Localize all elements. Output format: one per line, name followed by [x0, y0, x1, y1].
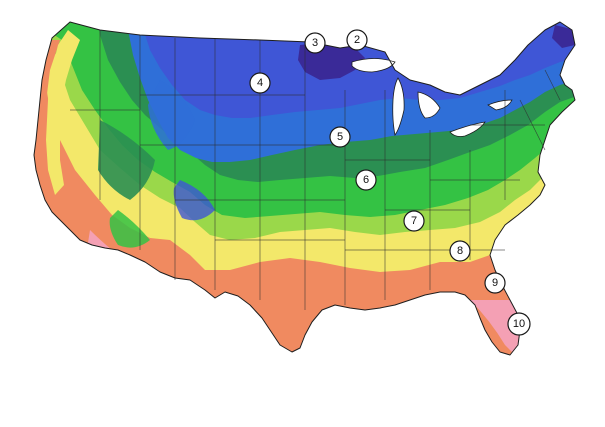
- zone-badge-2-label: 2: [354, 34, 360, 46]
- lake-erie: [449, 121, 486, 137]
- mountain-zone-4-a: [148, 80, 195, 150]
- west-coast-zone-9: [34, 40, 80, 260]
- zone-badge-10-label: 10: [513, 318, 525, 330]
- zone-badge-2: 2: [346, 29, 368, 51]
- zone-badges: 3 2 4 5 6 7 8 9: [249, 29, 531, 336]
- great-lakes: [351, 58, 513, 137]
- zone-badge-6-label: 6: [363, 174, 369, 186]
- zone-2-maine: [552, 25, 575, 48]
- zone-badge-8: 8: [449, 240, 471, 262]
- zone-badge-5: 5: [329, 126, 351, 148]
- state-boundaries: [70, 30, 561, 310]
- zone-badge-3: 3: [304, 32, 326, 54]
- west-coast-zone-8: [46, 30, 80, 195]
- zone-badge-3-label: 3: [312, 37, 318, 49]
- zone-badge-5-label: 5: [337, 131, 343, 143]
- zone-badge-4: 4: [249, 72, 271, 94]
- lake-huron: [417, 91, 441, 119]
- zone-badge-9-label: 9: [492, 277, 498, 289]
- zone-badge-4-label: 4: [257, 77, 263, 89]
- zone-badge-8-label: 8: [457, 245, 463, 257]
- mountain-zone-5-a: [98, 120, 155, 200]
- zone-badge-9: 9: [484, 272, 506, 294]
- lake-superior: [351, 58, 396, 73]
- zone-badge-7-label: 7: [411, 215, 417, 227]
- zone-badge-7: 7: [403, 210, 425, 232]
- lake-ontario: [487, 99, 513, 111]
- zone-badge-10: 10: [507, 312, 531, 336]
- lake-michigan: [392, 77, 405, 136]
- zone-badge-6: 6: [355, 169, 377, 191]
